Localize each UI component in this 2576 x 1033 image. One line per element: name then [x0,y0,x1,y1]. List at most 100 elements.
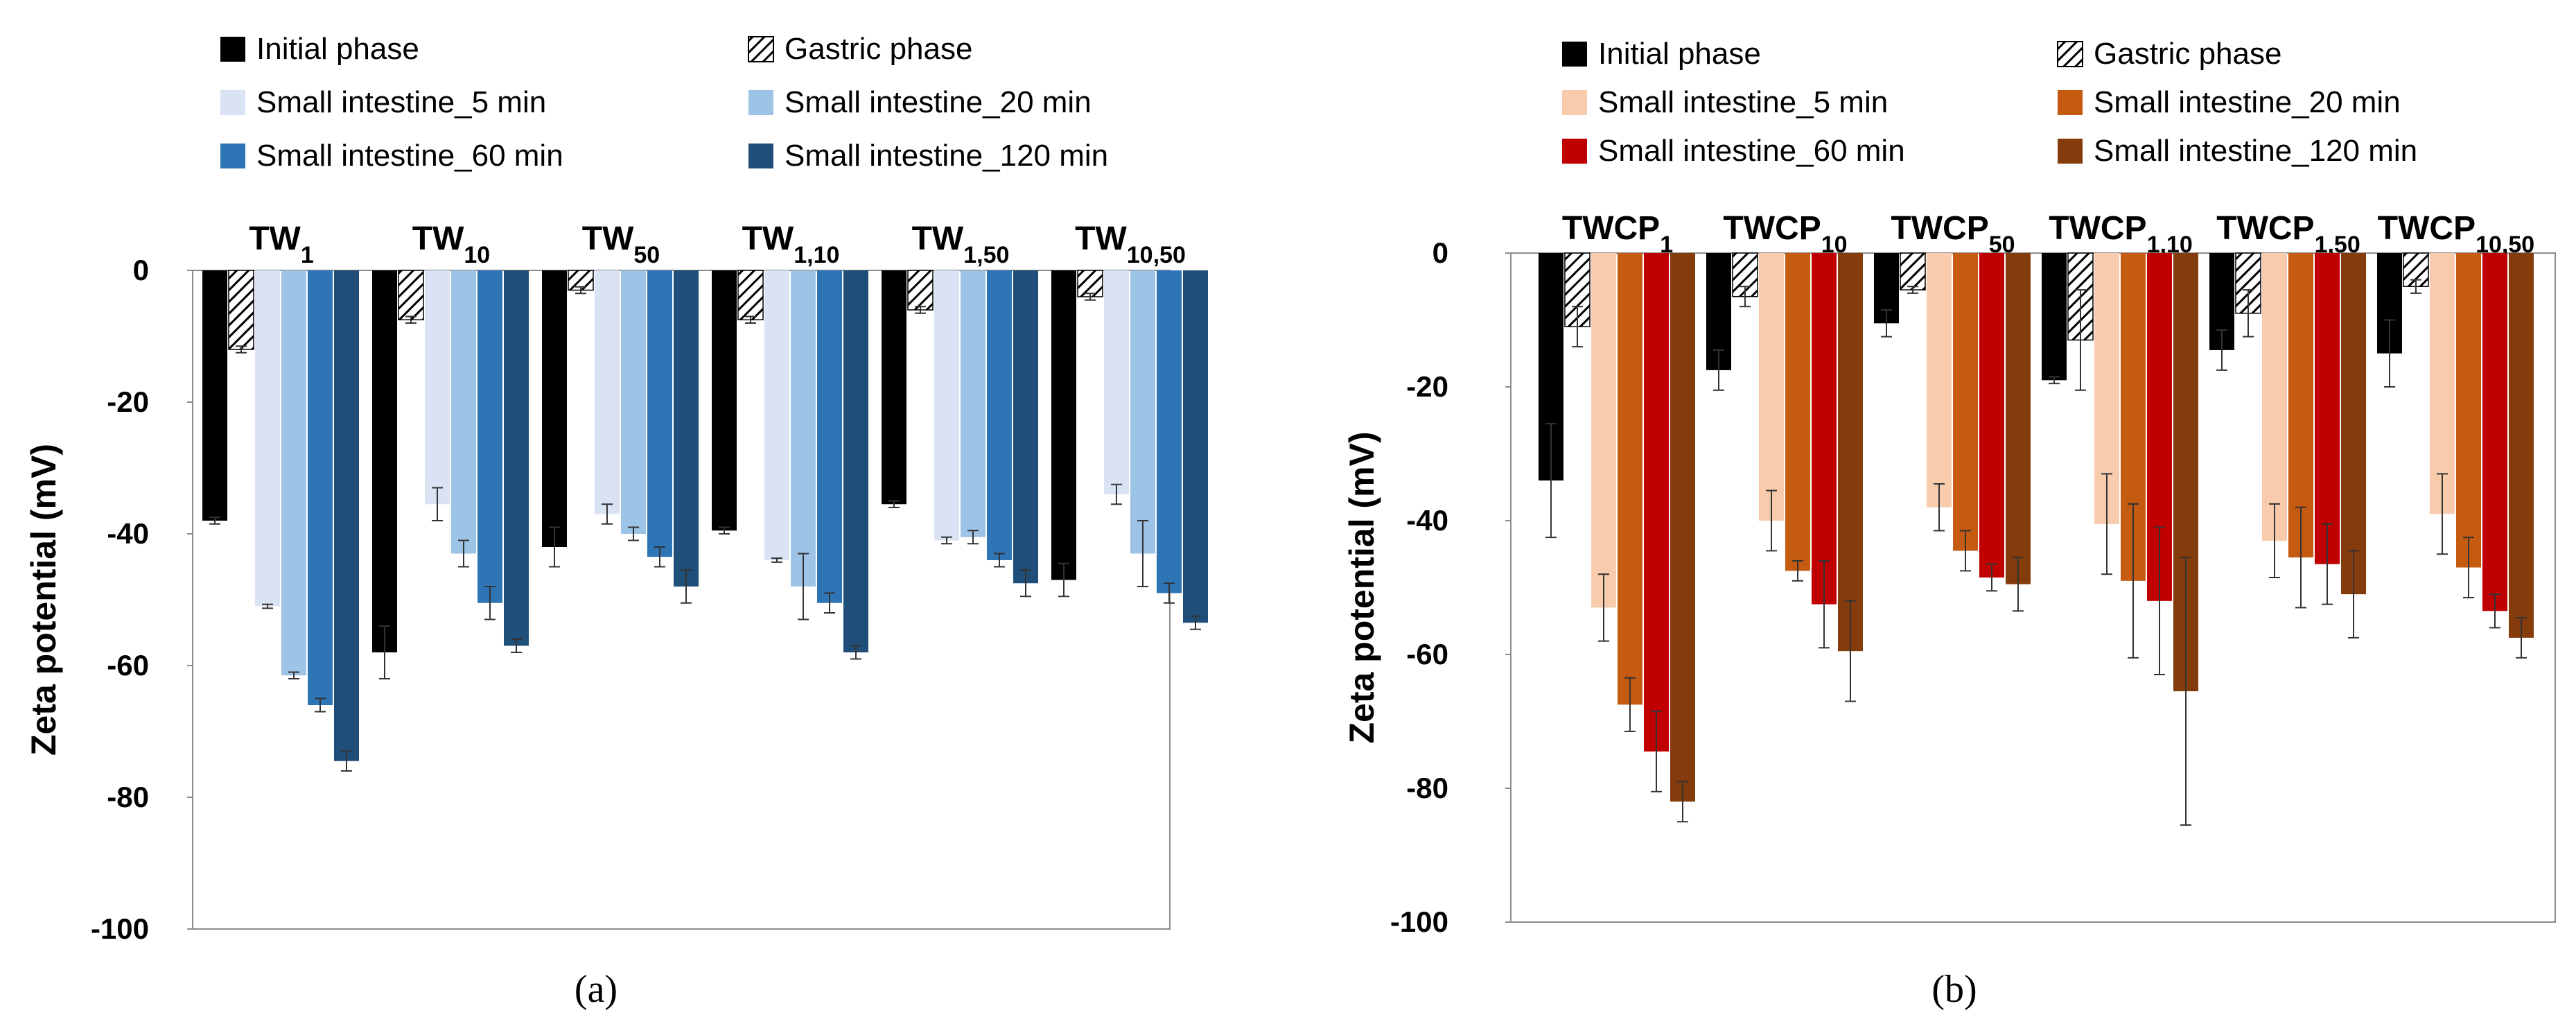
plot-area [1510,252,2556,923]
error-bar [1085,293,1096,301]
error-bar [315,697,326,713]
legend-item: Small intestine_120 min [2058,134,2417,168]
error-bar [771,557,782,563]
bar [2509,253,2534,638]
legend-item: Initial phase [1562,37,1761,71]
bar [2262,253,2287,541]
bar [1759,253,1784,521]
bar [228,270,254,350]
bar [907,270,934,311]
bar [2456,253,2481,568]
y-tick-label: 0 [133,254,149,286]
bar [1130,270,1155,554]
error-bar [511,639,522,653]
error-bar [1572,306,1583,348]
error-bar [209,516,220,525]
error-bar [2128,503,2139,659]
bar [255,270,280,607]
bar [817,270,842,603]
bar [882,270,906,505]
legend-label: Small intestine_20 min [785,85,1092,119]
y-tick-label: -60 [1406,638,1448,670]
bar [843,270,868,652]
error-bar [1624,677,1636,732]
error-bar [1934,483,1945,532]
error-bar [379,625,390,679]
category-label: TWCP1,50 [2216,210,2360,258]
bar [2341,253,2366,595]
bar [1785,253,1810,571]
bar [1051,270,1076,580]
legend-label: Small intestine_120 min [2094,134,2417,168]
bar [674,270,699,587]
legend-swatch [220,144,245,168]
category-label: TW10 [412,220,490,268]
error-bar [2269,503,2280,579]
bar [961,270,985,537]
error-bar [405,315,417,324]
bar [2430,253,2455,514]
error-bar [2489,593,2500,629]
bar [1927,253,1952,507]
bar [398,270,424,320]
error-bar [745,315,756,324]
error-bar [915,306,926,314]
y-tick-label: -100 [1390,905,1448,938]
error-bar [719,526,730,535]
error-bar [1598,573,1609,642]
legend-item: Small intestine_60 min [220,139,563,173]
bar [764,270,789,560]
error-bar [798,553,809,620]
bar [1979,253,2004,578]
y-tick-label: -40 [1406,504,1448,537]
category-label: TW1,10 [742,220,840,268]
bar [425,270,450,505]
error-bar [2437,473,2448,555]
bar [504,270,529,646]
bar [2315,253,2340,564]
error-bar [484,586,496,620]
bar [542,270,567,547]
panel-label: (b) [1931,968,1977,1011]
legend-label: Small intestine_60 min [256,139,563,173]
error-bar [850,645,861,660]
error-bar [1111,483,1122,505]
error-bar [1907,286,1918,294]
legend-label: Small intestine_5 min [256,85,546,119]
bar [987,270,1012,560]
bar [1618,253,1642,705]
error-bar [2243,289,2254,338]
bar [1953,253,1978,551]
bar [621,270,646,534]
error-bar [2180,557,2191,826]
error-bar [1677,781,1688,823]
error-bar [2322,523,2333,605]
legend-item: Small intestine_120 min [748,139,1108,173]
bar [451,270,476,554]
bar [334,270,359,761]
bar [281,270,306,676]
legend-swatch [1562,90,1587,115]
legend-item: Gastric phase [2057,37,2281,71]
legend-swatch [2057,41,2083,67]
error-bar [941,536,952,545]
bar [372,270,397,652]
error-bar [602,503,613,525]
legend-label: Initial phase [256,32,419,66]
bar [1812,253,1837,605]
bar [1183,270,1208,623]
error-bar [2384,319,2395,388]
error-bar [681,569,692,604]
y-axis-label: Zeta potential (mV) [1342,431,1381,743]
error-bar [2075,289,2086,391]
y-tick-label: -60 [107,649,149,682]
legend-swatch [748,144,773,168]
bar [308,270,333,705]
error-bar [2013,557,2024,612]
category-label: TWCP10,50 [2378,210,2534,258]
error-bar [2216,329,2227,371]
error-bar [262,603,273,609]
error-bar [824,592,835,614]
error-bar [1190,615,1201,630]
